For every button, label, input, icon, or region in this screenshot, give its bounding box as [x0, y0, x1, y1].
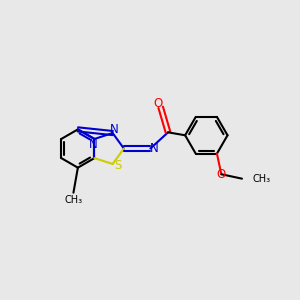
Text: CH₃: CH₃ [64, 195, 82, 205]
Text: N: N [149, 142, 158, 155]
Text: N: N [110, 123, 118, 136]
Text: O: O [153, 97, 162, 110]
Text: O: O [217, 168, 226, 181]
Text: N: N [88, 138, 97, 151]
Text: CH₃: CH₃ [252, 174, 270, 184]
Text: S: S [114, 159, 122, 172]
